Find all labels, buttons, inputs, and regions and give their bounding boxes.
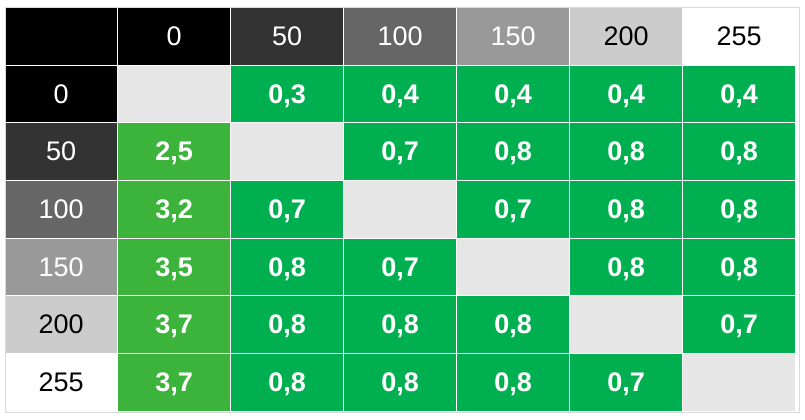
- diagonal-cell: [457, 238, 570, 297]
- diagonal-cell: [118, 65, 231, 124]
- row-header-50: 50: [5, 123, 118, 182]
- value-cell: 0,4: [683, 65, 796, 124]
- row-header-255: 255: [5, 354, 118, 412]
- column-header-255: 255: [683, 8, 796, 66]
- value-cell: 0,3: [231, 65, 344, 124]
- column-header-200: 200: [570, 8, 683, 66]
- value-cell: 0,8: [457, 354, 570, 412]
- value-cell: 0,7: [683, 296, 796, 355]
- value-cell: 0,8: [570, 123, 683, 182]
- value-cell: 3,7: [118, 354, 231, 412]
- value-cell: 0,7: [457, 181, 570, 239]
- value-cell: 0,7: [344, 238, 457, 297]
- value-cell: 0,4: [457, 65, 570, 124]
- row-header-100: 100: [5, 181, 118, 239]
- value-cell: 0,8: [570, 181, 683, 239]
- column-header-50: 50: [231, 8, 344, 66]
- diagonal-cell: [344, 181, 457, 239]
- value-cell: 0,8: [231, 296, 344, 355]
- diagonal-cell: [231, 123, 344, 182]
- row-header-200: 200: [5, 296, 118, 355]
- value-cell: 0,8: [683, 123, 796, 182]
- diagonal-cell: [570, 296, 683, 355]
- value-cell: 3,7: [118, 296, 231, 355]
- value-cell: 0,8: [231, 238, 344, 297]
- corner-cell: [5, 8, 118, 66]
- value-cell: 3,2: [118, 181, 231, 239]
- value-cell: 0,8: [683, 238, 796, 297]
- value-cell: 3,5: [118, 238, 231, 297]
- value-cell: 0,8: [344, 354, 457, 412]
- contrast-matrix-table: 0 50 100 150 200 255 0 0,3 0,4 0,4 0,4 0,4 50 2,5 0,7 0…: [5, 7, 796, 412]
- value-cell: 0,8: [344, 296, 457, 355]
- column-header-100: 100: [344, 8, 457, 66]
- value-cell: 0,8: [683, 181, 796, 239]
- value-cell: 0,7: [231, 181, 344, 239]
- value-cell: 0,7: [344, 123, 457, 182]
- value-cell: 0,8: [570, 238, 683, 297]
- column-header-150: 150: [457, 8, 570, 66]
- value-cell: 0,8: [457, 296, 570, 355]
- value-cell: 0,4: [570, 65, 683, 124]
- value-cell: 0,8: [457, 123, 570, 182]
- value-cell: 0,4: [344, 65, 457, 124]
- row-header-0: 0: [5, 65, 118, 124]
- value-cell: 0,8: [231, 354, 344, 412]
- diagonal-cell: [683, 354, 796, 412]
- column-header-0: 0: [118, 8, 231, 66]
- row-header-150: 150: [5, 238, 118, 297]
- value-cell: 0,7: [570, 354, 683, 412]
- value-cell: 2,5: [118, 123, 231, 182]
